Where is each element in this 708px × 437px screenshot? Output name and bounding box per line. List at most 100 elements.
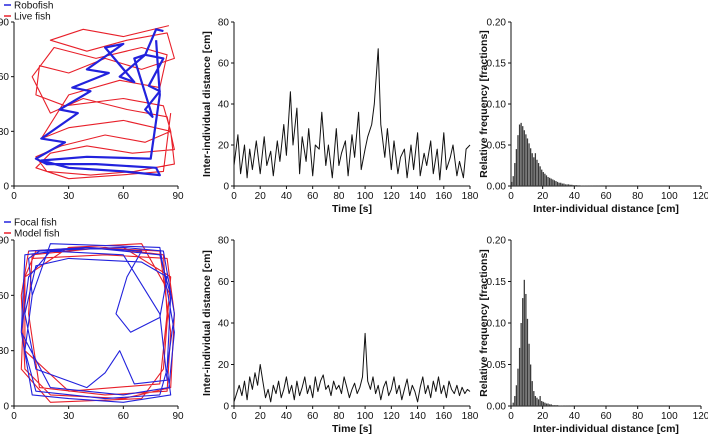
top-histogram-bar bbox=[525, 134, 526, 186]
bottom-histogram-bar bbox=[525, 294, 526, 406]
top-time-series-x-tick-label: 0 bbox=[231, 191, 237, 202]
top-histogram-bar bbox=[560, 183, 561, 186]
top-time-series-y-tick-label: 80 bbox=[218, 18, 230, 29]
top-histogram-bar bbox=[559, 183, 560, 186]
bottom-histogram-y-tick-label: 0.20 bbox=[487, 236, 507, 247]
bottom-histogram-bar bbox=[541, 401, 542, 406]
top-time-series-x-tick-label: 80 bbox=[333, 191, 345, 202]
bottom-time-series-y-tick-label: 20 bbox=[218, 360, 230, 371]
bottom-histogram-bar bbox=[527, 319, 528, 406]
top-histogram-x-tick-label: 20 bbox=[537, 191, 549, 202]
bottom-histogram-x-tick-label: 120 bbox=[693, 411, 708, 422]
bottom-histogram-x-tick-label: 80 bbox=[632, 411, 644, 422]
top-trajectory-y-tick-label: 90 bbox=[0, 18, 9, 29]
top-histogram-bar bbox=[538, 163, 539, 186]
bottom-histogram-bar bbox=[538, 399, 539, 406]
top-histogram-bar bbox=[511, 182, 512, 186]
top-time-series-x-tick-label: 20 bbox=[255, 191, 267, 202]
top-histogram-bar bbox=[554, 180, 555, 186]
bottom-time-series-x-tick-label: 0 bbox=[231, 411, 237, 422]
top-histogram-bar bbox=[527, 138, 528, 186]
top-histogram-y-tick-label: 0.00 bbox=[487, 182, 507, 193]
top-trajectory-y-tick-label: 60 bbox=[0, 72, 9, 83]
top-histogram-bar bbox=[543, 172, 544, 186]
bottom-histogram-bar bbox=[522, 298, 523, 406]
top-histogram-bar bbox=[576, 185, 577, 186]
bottom-time-series-x-tick-label: 100 bbox=[357, 411, 374, 422]
top-trajectory-x-tick-label: 60 bbox=[118, 191, 130, 202]
top-time-series-x-tick-label: 60 bbox=[307, 191, 319, 202]
top-histogram-bar bbox=[571, 185, 572, 186]
top-histogram-bar bbox=[541, 170, 542, 186]
top-time-series-x-tick-label: 180 bbox=[462, 191, 479, 202]
bottom-histogram-bar bbox=[528, 344, 529, 406]
bottom-histogram-bar bbox=[519, 348, 520, 406]
bottom-trajectory-x-tick-label: 90 bbox=[172, 411, 184, 422]
bottom-histogram-bar bbox=[554, 405, 555, 406]
top-histogram-bar bbox=[552, 179, 553, 186]
top-histogram-bar bbox=[555, 181, 556, 186]
top-histogram-bar bbox=[546, 175, 547, 186]
top-histogram-x-tick-label: 100 bbox=[661, 191, 678, 202]
bottom-trajectory-y-tick-label: 60 bbox=[0, 291, 9, 302]
top-histogram-bar bbox=[566, 184, 567, 186]
top-trajectory-x-tick-label: 90 bbox=[172, 191, 184, 202]
bottom-time-series-y-axis-label: Inter-individual distance [cm] bbox=[201, 250, 213, 396]
bottom-trajectory-legend-label: Focal fish bbox=[14, 218, 57, 229]
bottom-trajectory-x-tick-label: 60 bbox=[118, 411, 130, 422]
top-histogram-bar bbox=[574, 185, 575, 186]
bottom-histogram-bar bbox=[557, 405, 558, 406]
bottom-time-series-y-tick-label: 80 bbox=[218, 236, 230, 247]
top-histogram-bar bbox=[528, 143, 529, 186]
bottom-trajectory-focal-fish-path bbox=[21, 244, 174, 403]
top-histogram-bar bbox=[544, 174, 545, 186]
bottom-histogram-bar bbox=[549, 404, 550, 406]
top-histogram-bar bbox=[547, 177, 548, 186]
top-histogram-bar bbox=[557, 182, 558, 186]
top-histogram-x-tick-label: 80 bbox=[632, 191, 644, 202]
bottom-histogram-x-tick-label: 100 bbox=[661, 411, 678, 422]
top-histogram-bar bbox=[562, 184, 563, 186]
top-time-series-x-tick-label: 160 bbox=[435, 191, 452, 202]
bottom-trajectory-x-tick-label: 30 bbox=[63, 411, 75, 422]
bottom-histogram-bar bbox=[533, 391, 534, 406]
bottom-trajectory-y-tick-label: 0 bbox=[3, 402, 9, 413]
bottom-histogram-x-tick-label: 40 bbox=[569, 411, 581, 422]
top-histogram-bar bbox=[536, 160, 537, 186]
top-time-series-x-tick-label: 140 bbox=[409, 191, 426, 202]
bottom-time-series-x-tick-label: 20 bbox=[255, 411, 267, 422]
bottom-histogram-bar bbox=[536, 398, 537, 406]
bottom-time-series-line bbox=[234, 333, 470, 402]
top-histogram-x-tick-label: 0 bbox=[508, 191, 514, 202]
top-histogram-bar bbox=[578, 185, 579, 186]
top-time-series-y-tick-label: 20 bbox=[218, 141, 230, 152]
top-time-series-line bbox=[234, 49, 470, 180]
top-histogram-x-tick-label: 120 bbox=[693, 191, 708, 202]
bottom-histogram-x-tick-label: 60 bbox=[600, 411, 612, 422]
top-histogram-bar bbox=[573, 185, 574, 186]
top-trajectory-live-fish-path bbox=[32, 26, 174, 179]
bottom-histogram-bar bbox=[547, 404, 548, 406]
top-histogram-bar bbox=[532, 153, 533, 186]
bottom-time-series-x-tick-label: 60 bbox=[307, 411, 319, 422]
top-histogram-bar bbox=[565, 184, 566, 186]
top-histogram-bar bbox=[530, 148, 531, 186]
bottom-histogram-bar bbox=[543, 402, 544, 406]
top-trajectory-x-tick-label: 0 bbox=[11, 191, 17, 202]
top-time-series-y-tick-label: 40 bbox=[218, 100, 230, 111]
top-time-series-x-tick-label: 40 bbox=[281, 191, 293, 202]
top-histogram-bar bbox=[516, 149, 517, 186]
top-histogram-bar bbox=[570, 185, 571, 186]
bottom-time-series-y-tick-label: 0 bbox=[223, 402, 229, 413]
bottom-histogram-y-tick-label: 0.00 bbox=[487, 402, 507, 413]
bottom-histogram-bar bbox=[544, 403, 545, 406]
top-histogram-bar bbox=[549, 178, 550, 186]
bottom-trajectory-legend-label: Model fish bbox=[14, 229, 60, 240]
top-time-series-y-tick-label: 0 bbox=[223, 182, 229, 193]
bottom-histogram-x-tick-label: 0 bbox=[508, 411, 514, 422]
top-histogram-y-axis-label: Relative frequency [fractions] bbox=[478, 30, 490, 178]
top-histogram-bar bbox=[517, 135, 518, 186]
top-histogram-bar bbox=[519, 125, 520, 187]
bottom-time-series-x-tick-label: 140 bbox=[409, 411, 426, 422]
bottom-time-series-x-tick-label: 160 bbox=[435, 411, 452, 422]
